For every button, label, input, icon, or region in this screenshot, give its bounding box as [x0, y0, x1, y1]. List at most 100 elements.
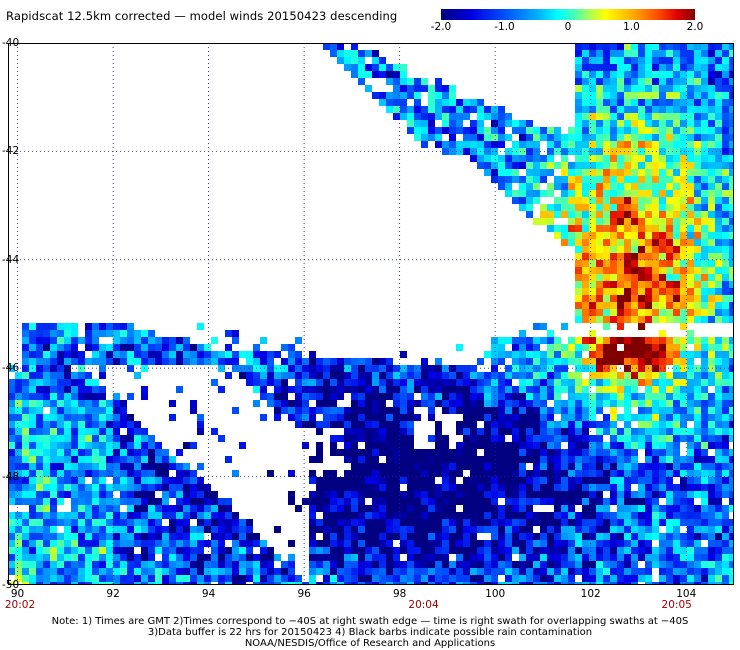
wind-cell — [631, 568, 638, 575]
wind-cell — [722, 92, 729, 99]
wind-cell — [92, 477, 99, 484]
wind-cell — [99, 561, 106, 568]
wind-cell — [631, 463, 638, 470]
wind-cell — [673, 183, 680, 190]
wind-cell — [57, 554, 64, 561]
wind-cell — [708, 568, 715, 575]
wind-cell — [120, 358, 127, 365]
wind-cell — [694, 554, 701, 561]
wind-cell — [50, 540, 57, 547]
wind-cell — [218, 498, 225, 505]
wind-cell — [631, 43, 638, 50]
wind-cell — [106, 533, 113, 540]
wind-cell — [582, 232, 589, 239]
wind-cell — [239, 540, 246, 547]
wind-cell — [127, 484, 134, 491]
wind-cell — [519, 533, 526, 540]
wind-cell — [575, 316, 582, 323]
wind-cell — [568, 547, 575, 554]
wind-cell — [680, 267, 687, 274]
wind-cell — [428, 575, 435, 582]
wind-cell — [155, 358, 162, 365]
wind-cell — [652, 162, 659, 169]
wind-cell — [708, 288, 715, 295]
wind-cell — [274, 365, 281, 372]
wind-cell — [92, 568, 99, 575]
wind-cell — [568, 183, 575, 190]
wind-cell — [603, 414, 610, 421]
wind-cell — [365, 64, 372, 71]
wind-cell — [589, 561, 596, 568]
wind-cell — [533, 442, 540, 449]
wind-cell — [428, 456, 435, 463]
wind-cell — [582, 575, 589, 582]
wind-cell — [232, 407, 239, 414]
wind-cell — [505, 155, 512, 162]
wind-cell — [491, 547, 498, 554]
wind-cell — [575, 470, 582, 477]
wind-cell — [218, 358, 225, 365]
wind-cell — [631, 561, 638, 568]
wind-cell — [561, 463, 568, 470]
wind-cell — [351, 414, 358, 421]
wind-cell — [610, 484, 617, 491]
wind-cell — [582, 176, 589, 183]
wind-cell — [631, 533, 638, 540]
wind-cell — [666, 421, 673, 428]
wind-cell — [540, 477, 547, 484]
wind-cell — [708, 547, 715, 554]
wind-cell — [351, 456, 358, 463]
wind-cell — [78, 456, 85, 463]
wind-cell — [386, 526, 393, 533]
wind-cell — [617, 183, 624, 190]
wind-cell — [505, 575, 512, 582]
wind-cell — [631, 386, 638, 393]
wind-cell — [253, 386, 260, 393]
wind-cell — [680, 183, 687, 190]
wind-cell — [561, 176, 568, 183]
wind-cell — [484, 386, 491, 393]
wind-cell — [631, 351, 638, 358]
wind-cell — [358, 568, 365, 575]
wind-cell — [498, 106, 505, 113]
wind-cell — [512, 141, 519, 148]
wind-cell — [197, 421, 204, 428]
wind-cell — [610, 526, 617, 533]
wind-cell — [302, 386, 309, 393]
wind-cell — [708, 141, 715, 148]
wind-cell — [722, 78, 729, 85]
wind-cell — [8, 582, 15, 585]
wind-cell — [575, 547, 582, 554]
wind-cell — [638, 428, 645, 435]
wind-cell — [477, 99, 484, 106]
wind-cell — [568, 561, 575, 568]
wind-cell — [15, 428, 22, 435]
wind-cell — [610, 127, 617, 134]
wind-cell — [155, 484, 162, 491]
wind-cell — [624, 393, 631, 400]
wind-cell — [575, 365, 582, 372]
wind-cell — [631, 505, 638, 512]
wind-cell — [99, 358, 106, 365]
wind-cell — [85, 519, 92, 526]
wind-cell — [617, 533, 624, 540]
wind-cell — [421, 477, 428, 484]
wind-cell — [582, 421, 589, 428]
wind-cell — [617, 575, 624, 582]
wind-cell — [505, 190, 512, 197]
wind-cell — [687, 64, 694, 71]
wind-cell — [113, 358, 120, 365]
wind-cell — [687, 428, 694, 435]
wind-cell — [680, 295, 687, 302]
wind-cell — [491, 113, 498, 120]
wind-cell — [330, 512, 337, 519]
wind-cell — [687, 274, 694, 281]
wind-cell — [372, 92, 379, 99]
wind-cell — [484, 575, 491, 582]
wind-cell — [197, 414, 204, 421]
wind-cell — [22, 400, 29, 407]
wind-cell — [85, 456, 92, 463]
wind-cell — [484, 491, 491, 498]
wind-cell — [617, 57, 624, 64]
wind-cell — [673, 71, 680, 78]
